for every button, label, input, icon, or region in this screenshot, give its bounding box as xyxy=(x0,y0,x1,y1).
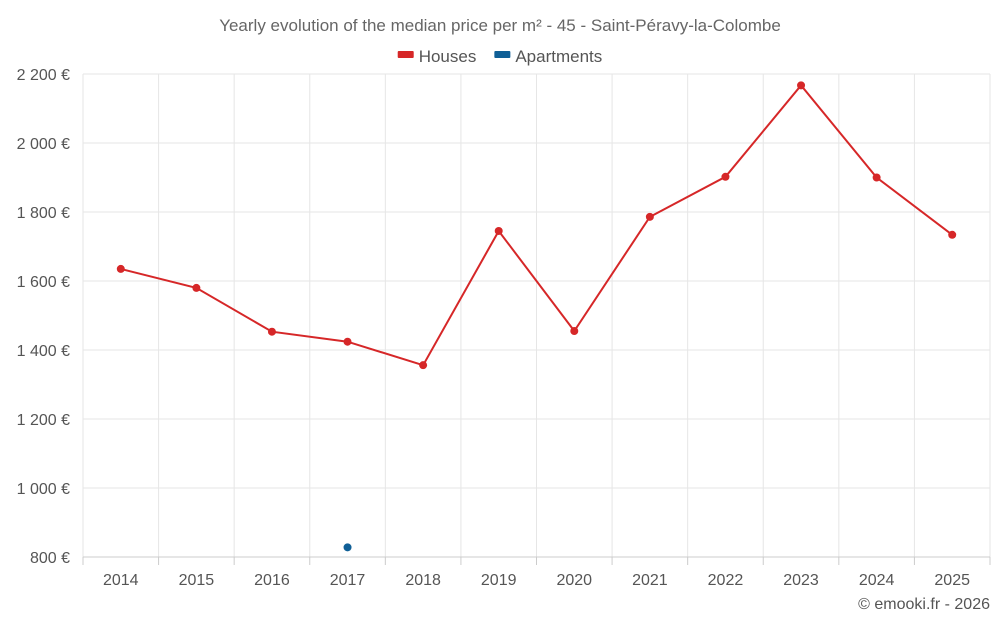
data-point-houses[interactable] xyxy=(343,337,352,346)
grid xyxy=(82,73,991,557)
x-tick-label: 2024 xyxy=(859,572,895,589)
y-tick-label: 1 000 € xyxy=(17,481,70,498)
data-point-houses[interactable] xyxy=(721,172,730,181)
legend-label: Apartments xyxy=(515,47,602,66)
axes: 800 € 1 000 € 1 200 € 1 400 € 1 600 € 1 800 €… xyxy=(17,67,991,589)
x-tick-label: 2025 xyxy=(934,572,970,589)
y-tick-label: 2 000 € xyxy=(17,136,70,153)
x-tick-label: 2017 xyxy=(330,572,366,589)
y-tick-label: 1 200 € xyxy=(17,412,70,429)
data-point-houses[interactable] xyxy=(570,327,579,336)
x-tick-label: 2015 xyxy=(179,572,215,589)
legend-swatch xyxy=(494,51,511,58)
x-tick-label: 2014 xyxy=(103,572,139,589)
data-point-houses[interactable] xyxy=(192,283,201,292)
legend: Houses Apartments xyxy=(397,47,602,66)
chart-title: Yearly evolution of the median price per… xyxy=(219,16,781,35)
series-layer xyxy=(116,81,957,552)
data-point-houses[interactable] xyxy=(494,226,503,235)
legend-swatch xyxy=(397,51,414,58)
x-tick-label: 2022 xyxy=(708,572,744,589)
series-line-houses xyxy=(120,83,953,367)
y-tick-label: 1 800 € xyxy=(17,205,70,222)
legend-item-apartments[interactable]: Apartments xyxy=(494,47,602,66)
y-tick-label: 800 € xyxy=(30,550,70,567)
x-tick-label: 2021 xyxy=(632,572,668,589)
y-tick-label: 1 600 € xyxy=(17,274,70,291)
x-tick-label: 2016 xyxy=(254,572,290,589)
legend-label: Houses xyxy=(419,47,477,66)
x-tick-label: 2020 xyxy=(556,572,592,589)
data-point-houses[interactable] xyxy=(267,327,276,336)
x-tick-label: 2019 xyxy=(481,572,517,589)
data-point-houses[interactable] xyxy=(116,264,125,273)
y-tick-label: 2 200 € xyxy=(17,67,70,84)
data-point-houses[interactable] xyxy=(645,212,654,221)
x-tick-label: 2023 xyxy=(783,572,819,589)
y-tick-label: 1 400 € xyxy=(17,343,70,360)
data-point-houses[interactable] xyxy=(872,173,881,182)
data-point-apartments[interactable] xyxy=(343,543,352,552)
data-point-houses[interactable] xyxy=(948,230,957,239)
legend-item-houses[interactable]: Houses xyxy=(397,47,477,66)
credit-text: © emooki.fr - 2026 xyxy=(858,596,990,613)
x-tick-label: 2018 xyxy=(405,572,441,589)
data-point-houses[interactable] xyxy=(419,361,428,370)
data-point-houses[interactable] xyxy=(797,81,806,90)
